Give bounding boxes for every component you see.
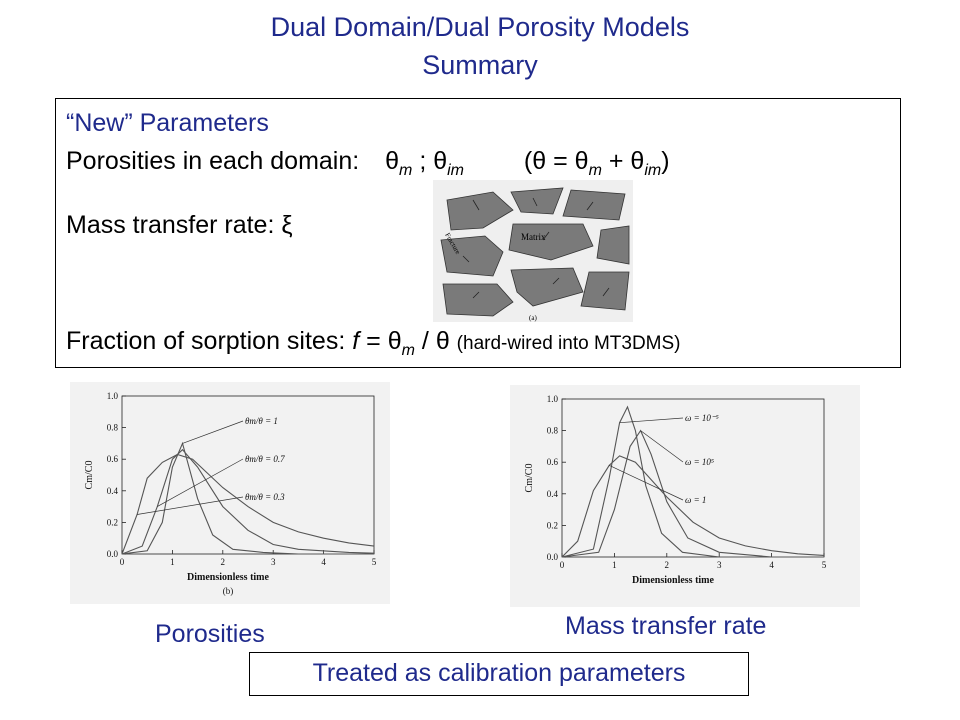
- y-axis-label: Cm/C0: [524, 464, 535, 493]
- plot-frame: [121, 395, 375, 555]
- matrix-label: Matrix: [521, 232, 546, 242]
- series-line: [121, 441, 374, 555]
- matrix-block: [442, 283, 514, 317]
- subscript-im: im: [644, 162, 662, 179]
- x-tick-label: 2: [665, 560, 670, 570]
- series-label: ω = 10⁻⁵: [685, 413, 719, 423]
- y-tick-label: 0.8: [107, 423, 119, 433]
- annotation-arrow: [182, 420, 244, 444]
- slash: /: [421, 327, 429, 355]
- annotation-arrow: [157, 458, 244, 507]
- equals-sign: =: [366, 327, 381, 355]
- subscript-m: m: [399, 162, 413, 179]
- annotation-arrow: [640, 430, 684, 463]
- annotation-arrow: [609, 465, 684, 501]
- porosity-chart: 0 1 2 3 4 5 0.0 0.2 0.4 0.6 0.8 1.0 Dimensionless ti…: [70, 382, 390, 604]
- fraction-label: Fraction of sorption sites:: [66, 327, 346, 355]
- theta-symbol: θ: [435, 327, 450, 355]
- series-label: θm/θ = 0.3: [245, 492, 285, 502]
- x-tick-label: 3: [717, 560, 722, 570]
- plus-sign: +: [608, 147, 624, 175]
- y-tick-label: 1.0: [547, 394, 559, 404]
- slide-subtitle: Summary: [422, 50, 538, 80]
- theta-symbol: θ: [385, 147, 400, 175]
- series-line: [121, 448, 375, 555]
- x-tick-label: 2: [221, 557, 226, 567]
- matrix-block: [508, 223, 594, 261]
- series-line: [121, 453, 375, 555]
- series-label: θm/θ = 1: [245, 416, 278, 426]
- parameters-heading: “New” Parameters: [66, 109, 269, 137]
- theta-symbol: θ: [387, 327, 402, 355]
- theta-symbol: θ: [532, 147, 547, 175]
- x-axis-label: Dimensionless time: [632, 575, 715, 586]
- y-tick-label: 0.2: [107, 517, 118, 527]
- porosities-caption: Porosities: [155, 620, 265, 648]
- equals-sign: =: [553, 147, 568, 175]
- matrix-block: [510, 267, 584, 307]
- x-tick-label: 5: [822, 560, 827, 570]
- x-tick-label: 4: [769, 560, 774, 570]
- y-tick-label: 0.0: [107, 549, 119, 559]
- matrix-block: [562, 189, 626, 221]
- x-tick-label: 0: [560, 560, 565, 570]
- mass-transfer-line: Mass transfer rate: ξ: [66, 211, 293, 240]
- mass-transfer-caption: Mass transfer rate: [565, 612, 767, 640]
- y-tick-label: 0.8: [547, 426, 559, 436]
- xi-symbol: ξ: [281, 211, 293, 239]
- x-tick-label: 0: [120, 557, 125, 567]
- subscript-m: m: [401, 342, 415, 359]
- subscript-m: m: [588, 162, 602, 179]
- matrix-block: [580, 271, 630, 311]
- mass-transfer-chart: 0 1 2 3 4 5 0.0 0.2 0.4 0.6 0.8 1.0 Dimensionless ti…: [510, 385, 860, 607]
- x-axis-label: Dimensionless time: [187, 572, 270, 583]
- matrix-block: [440, 235, 504, 277]
- fraction-line: Fraction of sorption sites: f = θm / θ (…: [66, 327, 681, 360]
- series-line: [561, 455, 825, 558]
- x-tick-label: 3: [271, 557, 276, 567]
- series-label: ω = 10⁵: [685, 457, 714, 467]
- series-line: [561, 405, 824, 558]
- parameters-box: “New” Parameters Porosities in each doma…: [55, 98, 901, 368]
- matrix-block: [510, 187, 564, 215]
- y-tick-label: 0.4: [547, 489, 559, 499]
- separator: ;: [419, 147, 427, 175]
- slide-title: Dual Domain/Dual Porosity Models: [270, 12, 690, 42]
- theta-symbol: θ: [574, 147, 589, 175]
- x-tick-label: 1: [170, 557, 175, 567]
- y-axis-label: Cm/C0: [84, 461, 95, 490]
- chart-caption: (b): [223, 586, 234, 596]
- mass-transfer-label: Mass transfer rate:: [66, 211, 275, 239]
- y-tick-label: 1.0: [107, 391, 119, 401]
- fraction-note: (hard-wired into MT3DMS): [456, 333, 681, 354]
- matrix-block: [446, 191, 514, 231]
- theta-symbol: θ: [630, 147, 645, 175]
- y-tick-label: 0.4: [107, 486, 119, 496]
- fracture-matrix-figure: Matrix Fracture (a): [433, 180, 633, 322]
- y-tick-label: 0.0: [547, 552, 559, 562]
- theta-symbol: θ: [433, 147, 448, 175]
- paren-open: (: [523, 147, 533, 175]
- series-label: θm/θ = 0.7: [245, 454, 285, 464]
- porosity-line: Porosities in each domain: θm ; θim (θ =…: [66, 147, 670, 180]
- calibration-box: Treated as calibration parameters: [249, 652, 749, 696]
- x-tick-label: 4: [321, 557, 326, 567]
- matrix-block: [596, 225, 630, 265]
- plot-frame: [561, 398, 825, 558]
- series-line: [561, 429, 824, 558]
- annotation-arrow: [137, 496, 244, 515]
- figure-caption: (a): [529, 314, 537, 322]
- subscript-im: im: [447, 162, 465, 179]
- f-symbol: f: [352, 327, 360, 355]
- paren-close: ): [661, 147, 670, 175]
- annotation-arrow: [619, 417, 684, 424]
- x-tick-label: 5: [372, 557, 377, 567]
- y-tick-label: 0.6: [547, 457, 559, 467]
- y-tick-label: 0.2: [547, 520, 558, 530]
- y-tick-label: 0.6: [107, 454, 119, 464]
- series-label: ω = 1: [685, 495, 706, 505]
- x-tick-label: 1: [612, 560, 617, 570]
- porosity-label: Porosities in each domain:: [66, 147, 360, 175]
